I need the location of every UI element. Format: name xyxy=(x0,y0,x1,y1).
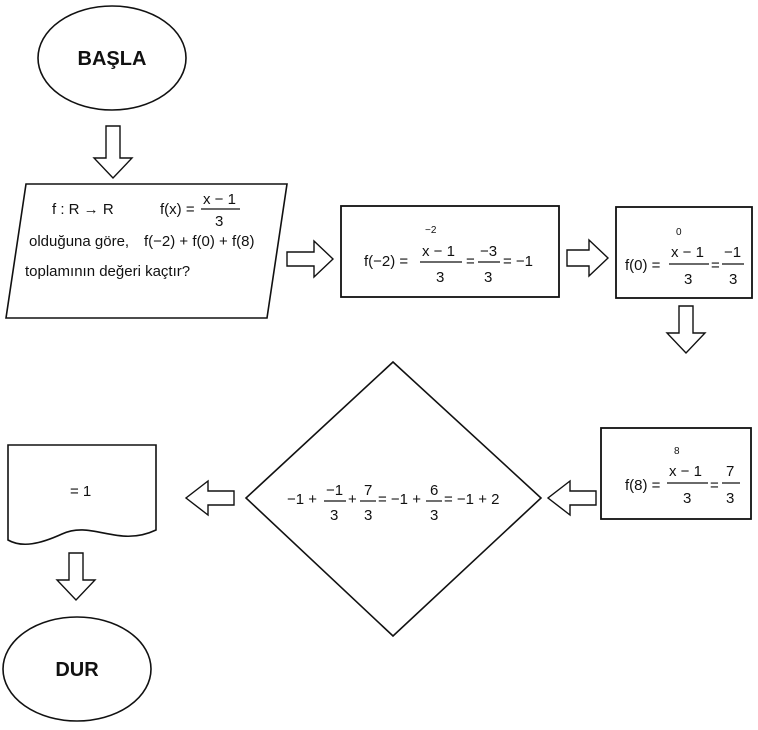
input-fx-denominator: 3 xyxy=(215,213,223,230)
arrow-left-2 xyxy=(184,479,235,517)
step2-denominator2: 3 xyxy=(729,271,737,288)
decision-term1: −1 + xyxy=(287,491,317,508)
start-node: BAŞLA xyxy=(37,5,187,111)
decision-term3: = −1 + xyxy=(378,491,421,508)
input-sum-expression: f(−2) + f(0) + f(8) xyxy=(144,233,254,250)
input-fx-numerator: x − 1 xyxy=(203,191,236,208)
arrow-left-1 xyxy=(546,479,597,517)
step3-numerator: x − 1 xyxy=(669,463,702,480)
step2-substitution: 0 xyxy=(676,227,682,238)
step1-numerator: x − 1 xyxy=(422,243,455,260)
arrow-down-1 xyxy=(92,125,134,180)
decision-node: −1 + −1 3 + 7 3 = −1 + 6 3 = −1 + 2 xyxy=(244,360,543,638)
step2-lhs: f(0) = xyxy=(625,257,661,274)
step2-equals: = xyxy=(711,257,720,274)
input-domain: f : R → R xyxy=(52,201,114,218)
step3-denominator2: 3 xyxy=(726,490,734,507)
input-condition-text: olduğuna göre, xyxy=(29,233,129,250)
decision-plus: + xyxy=(348,491,357,508)
step3-equals: = xyxy=(710,477,719,494)
input-node: f : R → R f(x) = x − 1 3 olduğuna göre, … xyxy=(5,183,288,319)
output-result: = 1 xyxy=(70,483,91,500)
step1-equals: = xyxy=(466,253,475,270)
process-f-0: f(0) = 0 x − 1 3 = −1 3 xyxy=(615,206,753,299)
process-f-minus2: f(−2) = −2 x − 1 3 = −3 3 = −1 xyxy=(340,205,560,298)
input-fx: f(x) = xyxy=(160,201,195,218)
step3-substitution: 8 xyxy=(674,446,680,457)
arrow-right-1 xyxy=(286,239,335,279)
step1-numerator2: −3 xyxy=(480,243,497,260)
end-node: DUR xyxy=(2,616,152,722)
decision-frac1-num: −1 xyxy=(326,482,343,499)
step2-numerator2: −1 xyxy=(724,244,741,261)
decision-result: = −1 + 2 xyxy=(444,491,499,508)
step1-result: = −1 xyxy=(503,253,533,270)
arrow-down-2 xyxy=(665,305,707,355)
arrow-right-2 xyxy=(566,238,610,278)
decision-frac3-num: 6 xyxy=(430,482,438,499)
decision-frac2-num: 7 xyxy=(364,482,372,499)
decision-frac1-den: 3 xyxy=(330,507,338,524)
start-label: BAŞLA xyxy=(78,48,147,70)
input-question: toplamının değeri kaçtır? xyxy=(25,263,190,280)
decision-frac2-den: 3 xyxy=(364,507,372,524)
step1-denominator2: 3 xyxy=(484,269,492,286)
decision-frac3-den: 3 xyxy=(430,507,438,524)
step1-substitution: −2 xyxy=(425,225,437,236)
output-node: = 1 xyxy=(7,444,157,546)
step2-numerator: x − 1 xyxy=(671,244,704,261)
step2-denominator: 3 xyxy=(684,271,692,288)
step3-lhs: f(8) = xyxy=(625,477,661,494)
step3-numerator2: 7 xyxy=(726,463,734,480)
step1-lhs: f(−2) = xyxy=(364,253,408,270)
step1-denominator: 3 xyxy=(436,269,444,286)
arrow-down-3 xyxy=(55,552,97,602)
step3-denominator: 3 xyxy=(683,490,691,507)
process-f-8: f(8) = 8 x − 1 3 = 7 3 xyxy=(600,427,752,520)
end-label: DUR xyxy=(55,659,99,681)
